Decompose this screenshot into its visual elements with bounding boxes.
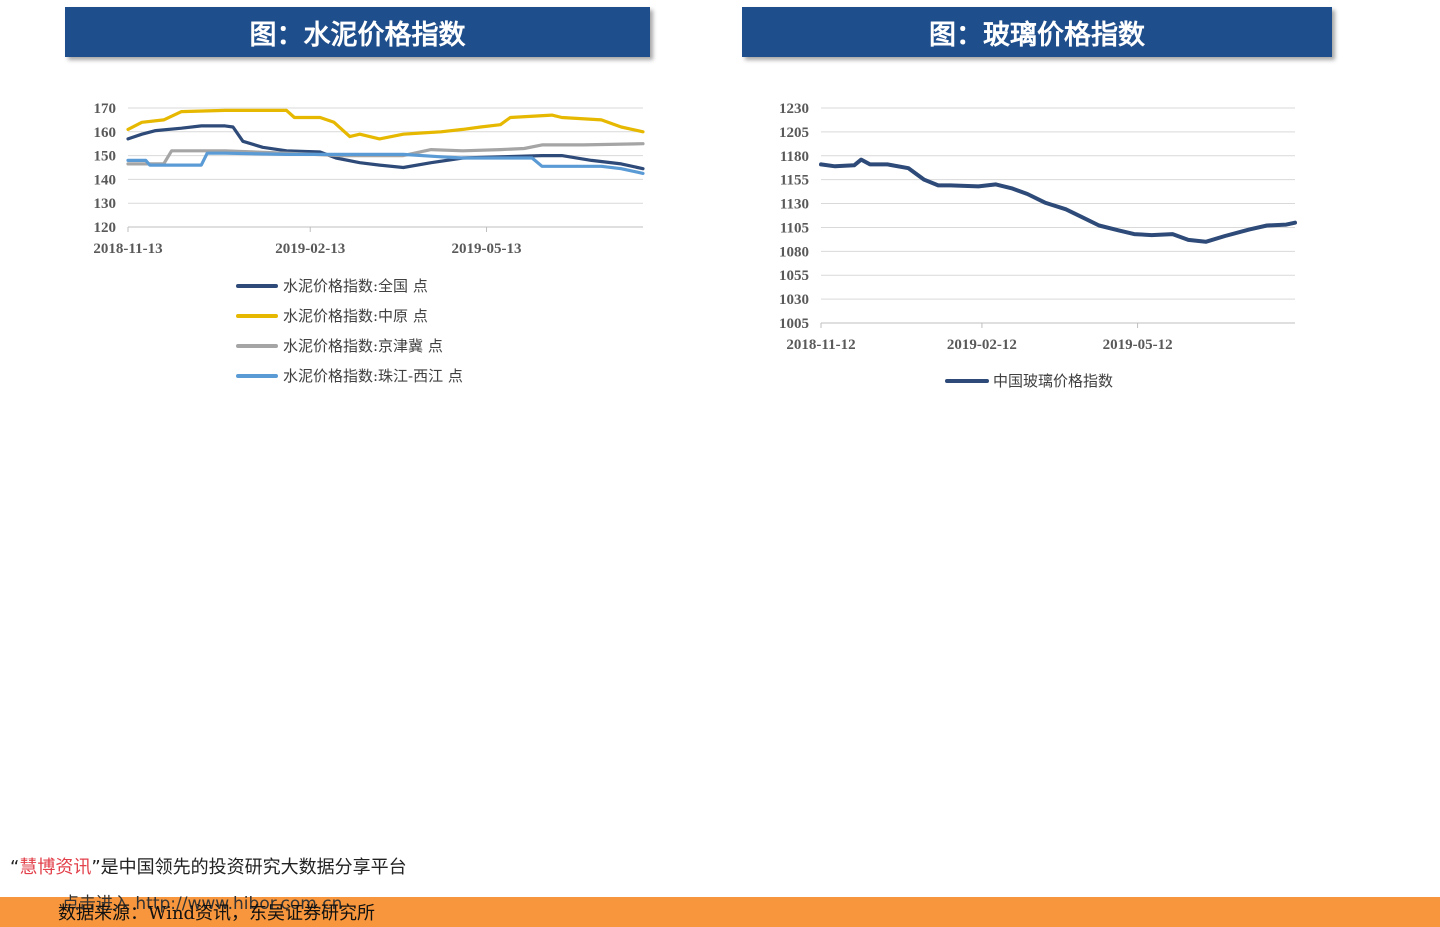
- y-tick-label: 120: [94, 220, 117, 236]
- x-tick-label: 2018-11-13: [93, 241, 162, 257]
- y-tick-label: 1180: [780, 149, 809, 165]
- y-tick-label: 1055: [779, 268, 809, 284]
- promo-line: “慧博资讯”是中国领先的投资研究大数据分享平台: [10, 853, 407, 879]
- y-tick-label: 1030: [779, 292, 809, 308]
- y-tick-label: 160: [94, 125, 117, 141]
- series-line: [126, 142, 645, 166]
- x-tick-label: 2019-02-12: [947, 337, 1017, 353]
- series-line: [126, 151, 645, 175]
- series-line: [126, 124, 645, 171]
- chart-2: 1005 1030 1055 1080 1105 1130 1155 1180 1205 1230…: [779, 101, 1297, 390]
- legend-label: 水泥价格指数:京津冀 点: [283, 337, 443, 355]
- legend-label: 水泥价格指数:珠江-西江 点: [283, 367, 463, 385]
- promo-quote-close: ”: [91, 857, 101, 878]
- promo-brand: 慧博资讯: [19, 857, 92, 878]
- series-line: [126, 108, 645, 141]
- promo-quote-open: “: [10, 857, 20, 878]
- x-tick-label: 2018-11-12: [786, 337, 855, 353]
- x-tick-label: 2019-05-12: [1103, 337, 1173, 353]
- x-tick-label: 2019-05-13: [452, 241, 522, 257]
- enter-link[interactable]: 点击进入 http://www.hibor.com.cn: [62, 894, 343, 914]
- y-tick-label: 1105: [780, 220, 809, 236]
- y-tick-label: 150: [94, 149, 117, 165]
- promo-tagline: 是中国领先的投资研究大数据分享平台: [100, 857, 407, 878]
- data-source-note: 数据来源：Wind资讯，东吴证券研究所: [58, 903, 376, 924]
- cement-chart-title: 图：水泥价格指数: [65, 7, 650, 57]
- legend-label: 水泥价格指数:全国 点: [283, 277, 428, 295]
- y-tick-label: 1080: [779, 244, 809, 260]
- y-tick-label: 1130: [780, 197, 809, 213]
- y-tick-label: 1205: [779, 125, 809, 141]
- y-tick-label: 140: [94, 172, 117, 188]
- chart-1: 120 130 140 150 160 170 2018-11-13 2019-02-13 20…: [93, 101, 645, 385]
- y-tick-label: 130: [94, 196, 117, 212]
- x-tick-label: 2019-02-13: [275, 241, 345, 257]
- y-tick-label: 1230: [779, 101, 809, 117]
- legend-label: 水泥价格指数:中原 点: [283, 307, 428, 325]
- y-tick-label: 1155: [780, 173, 809, 189]
- y-tick-label: 1005: [779, 316, 809, 332]
- y-tick-label: 170: [94, 101, 117, 117]
- footer-bar: [0, 897, 1440, 927]
- legend-label: 中国玻璃价格指数: [993, 372, 1113, 390]
- glass-chart-title: 图：玻璃价格指数: [742, 7, 1332, 57]
- series-line: [819, 157, 1297, 244]
